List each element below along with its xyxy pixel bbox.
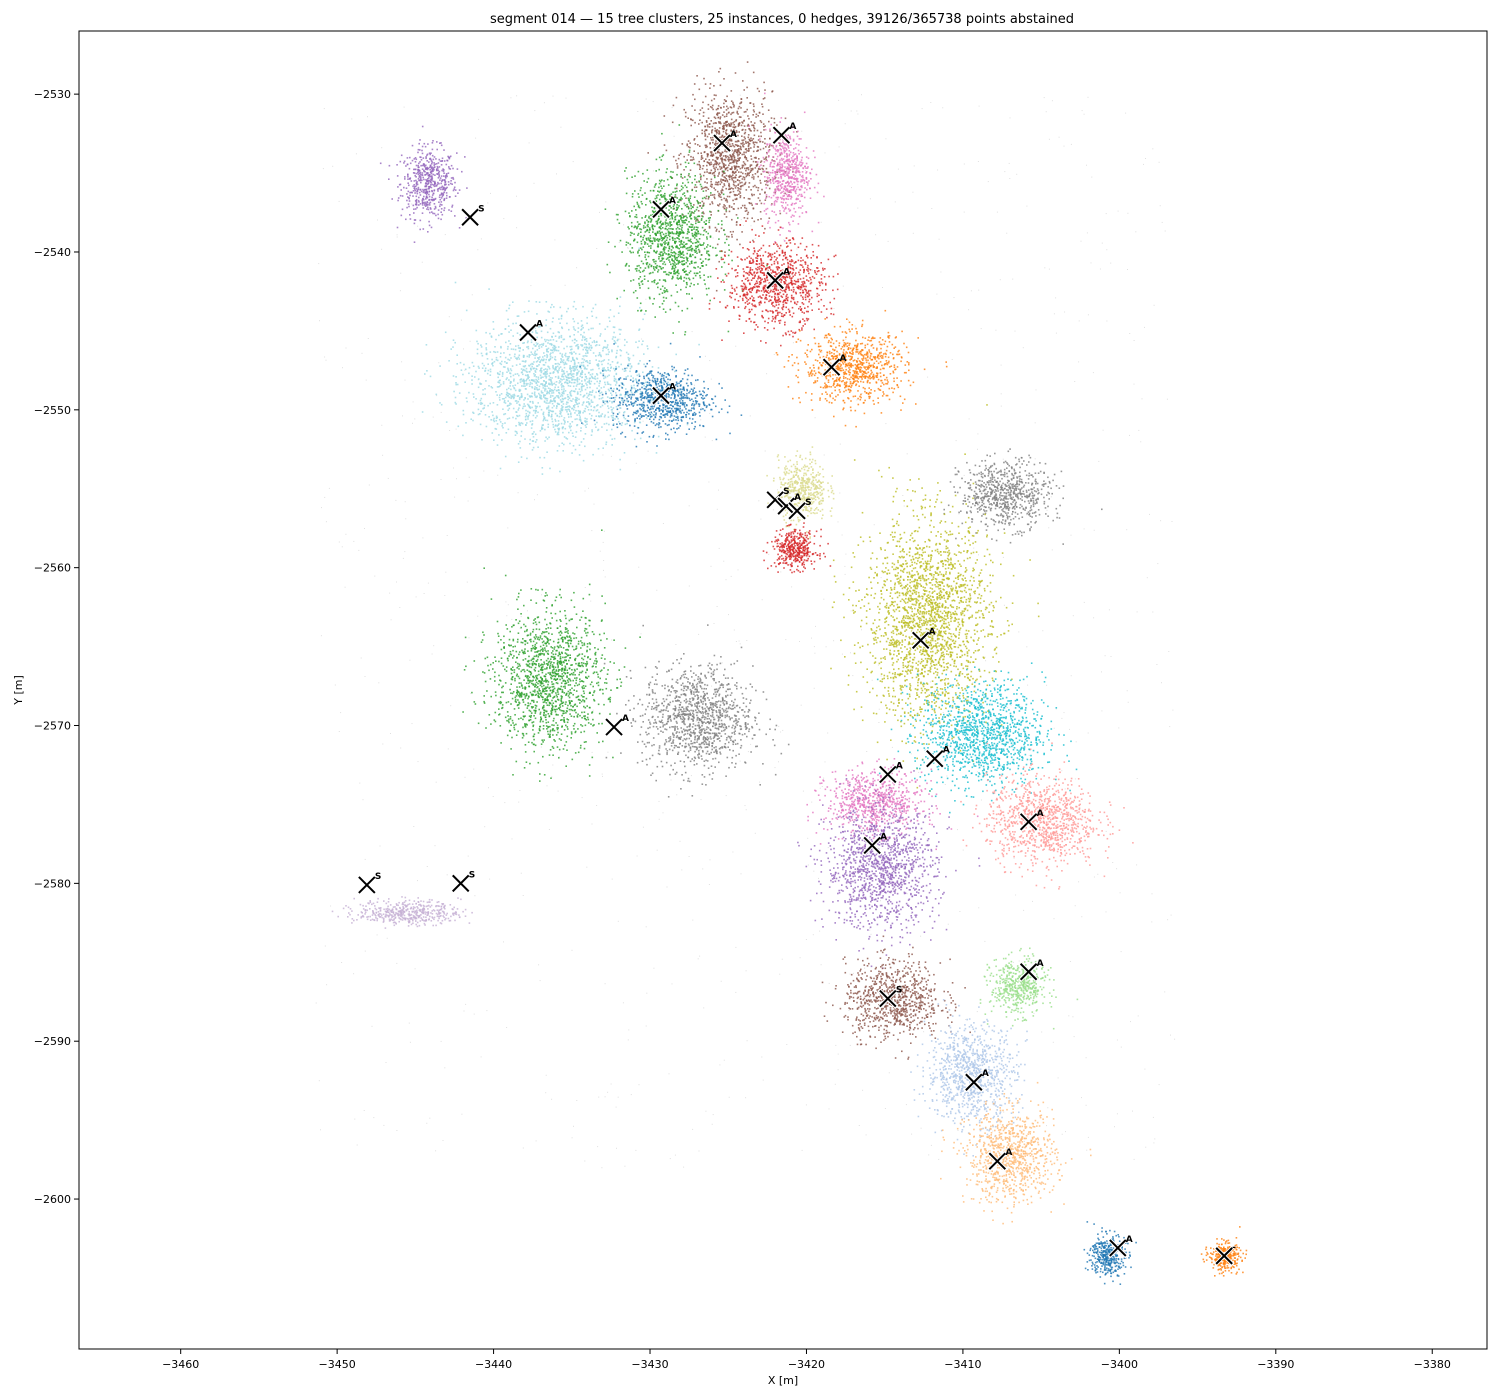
- tree-cluster: [940, 1081, 1092, 1225]
- instance-marker: S: [356, 872, 381, 896]
- instance-marker: A: [1018, 809, 1044, 833]
- instance-marker-label: A: [794, 493, 801, 503]
- y-tick-label: −2560: [34, 562, 71, 575]
- instance-marker-label: S: [375, 872, 381, 882]
- instance-marker-label: A: [1037, 809, 1044, 819]
- x-tick-label: −3420: [788, 1358, 825, 1371]
- instance-marker-label: A: [669, 383, 676, 393]
- instance-marker-label: A: [982, 1069, 989, 1079]
- instance-marker: A: [603, 714, 629, 738]
- tree-cluster: [603, 624, 790, 798]
- tree-cluster: [331, 896, 473, 929]
- tree-cluster: [943, 448, 1103, 545]
- y-axis-ticks: −2530 −2540 −2550 −2560 −2570 −2580 −2590 −2600: [34, 88, 79, 1206]
- x-tick-label: −3460: [162, 1358, 199, 1371]
- chart-title: segment 014 — 15 tree clusters, 25 insta…: [490, 12, 1074, 27]
- y-tick-label: −2570: [34, 720, 71, 733]
- instance-marker-label: A: [536, 319, 543, 329]
- instance-marker-label: A: [839, 354, 846, 364]
- instance-marker: S: [764, 487, 790, 511]
- instance-marker: A: [711, 130, 737, 154]
- tree-cluster: [379, 125, 468, 243]
- x-axis-ticks: −3460 −3450 −3440 −3430 −3420 −3410 −3400 −3390…: [162, 1349, 1451, 1371]
- tree-cluster: [462, 529, 641, 782]
- y-tick-label: −2600: [34, 1193, 71, 1206]
- instance-marker: A: [910, 627, 936, 651]
- tree-cluster: [421, 247, 700, 475]
- instance-marker-label: -: [1232, 1243, 1236, 1253]
- instance-marker: A: [650, 196, 676, 220]
- x-tick-label: −3440: [475, 1358, 512, 1371]
- tree-cluster: [910, 999, 1028, 1157]
- points-layer: [315, 61, 1248, 1285]
- instance-marker-label: S: [896, 986, 902, 996]
- x-tick-label: −3380: [1414, 1358, 1451, 1371]
- instance-marker: A: [771, 122, 796, 146]
- tree-cluster: [708, 220, 839, 347]
- y-tick-label: −2580: [34, 877, 71, 890]
- instance-marker: A: [861, 832, 887, 856]
- instance-marker-label: A: [1037, 959, 1044, 969]
- tree-cluster: [960, 742, 1134, 890]
- instance-marker: A: [1018, 959, 1044, 983]
- y-axis-label: Y [m]: [12, 675, 25, 706]
- instance-marker: S: [450, 870, 475, 894]
- instance-marker-label: A: [880, 832, 887, 842]
- instance-marker-label: A: [730, 130, 737, 140]
- instance-marker: A: [986, 1148, 1012, 1172]
- x-axis-label: X [m]: [768, 1374, 798, 1387]
- x-tick-label: −3430: [631, 1358, 668, 1371]
- x-tick-label: −3390: [1257, 1358, 1294, 1371]
- instance-marker-label: S: [478, 204, 484, 214]
- tree-cluster: [979, 947, 1079, 1030]
- instance-marker: A: [650, 383, 676, 407]
- instance-marker: A: [517, 319, 543, 343]
- instance-marker: A: [924, 746, 950, 770]
- instance-marker: A: [775, 493, 801, 517]
- instance-marker: S: [786, 498, 812, 522]
- instance-marker-label: A: [622, 714, 629, 724]
- instance-marker-label: A: [943, 746, 950, 756]
- instance-marker-label: S: [783, 487, 789, 497]
- instance-marker-label: S: [469, 870, 475, 880]
- instance-marker-label: A: [669, 196, 676, 206]
- tree-cluster: [821, 935, 971, 1060]
- x-tick-label: −3410: [944, 1358, 981, 1371]
- instance-marker-label: A: [783, 267, 790, 277]
- instance-marker-label: A: [789, 122, 796, 132]
- instance-marker: A: [1107, 1235, 1133, 1259]
- tree-cluster: [762, 517, 832, 574]
- instance-marker: -: [1213, 1243, 1236, 1267]
- instance-marker: A: [963, 1069, 989, 1093]
- instance-marker: S: [459, 204, 485, 228]
- y-tick-label: −2590: [34, 1035, 71, 1048]
- instance-marker: A: [877, 761, 903, 785]
- instance-marker: A: [821, 354, 846, 378]
- instance-marker: A: [764, 267, 790, 291]
- instance-marker: S: [877, 986, 902, 1009]
- x-tick-label: −3400: [1101, 1358, 1138, 1371]
- y-tick-label: −2550: [34, 404, 71, 417]
- tree-cluster: [748, 92, 825, 243]
- instance-marker-label: S: [805, 498, 811, 508]
- tree-cluster: [876, 662, 1078, 814]
- tree-cluster: [775, 309, 948, 428]
- tree-cluster: [647, 61, 798, 292]
- plot-frame: [78, 30, 1488, 1350]
- instance-marker-label: A: [1005, 1148, 1012, 1158]
- x-tick-label: −3450: [319, 1358, 356, 1371]
- instance-marker-label: A: [1126, 1235, 1133, 1245]
- y-tick-label: −2530: [34, 88, 71, 101]
- instance-marker-label: A: [929, 627, 936, 637]
- instance-marker-label: A: [896, 761, 903, 771]
- y-tick-label: −2540: [34, 246, 71, 259]
